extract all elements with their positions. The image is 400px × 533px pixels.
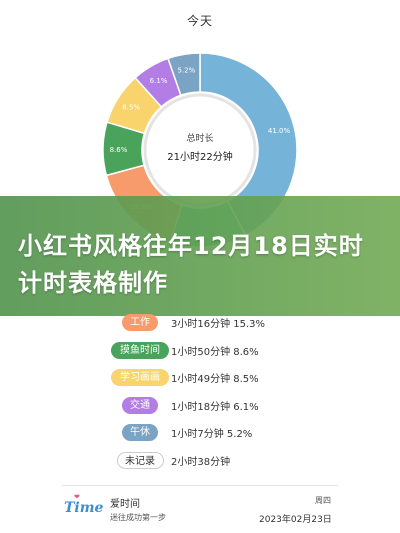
legend-row[interactable]: 交通 1小时18分钟 6.1% [0,396,400,417]
slice-percent-label: 5.2% [177,67,195,75]
legend-tag[interactable]: 工作 [122,314,158,331]
app-slogan: 迷往成功第一步 [110,513,166,522]
legend-duration: 1小时7分钟 5.2% [171,429,253,440]
slice-percent-label: 6.1% [150,77,168,85]
legend-row[interactable]: 工作 3小时16分钟 15.3% [0,314,400,334]
legend-tag[interactable]: 交通 [122,396,158,414]
legend-duration: 2小时38分钟 [171,456,231,468]
slice-percent-label: 8.5% [122,103,140,111]
slice-percent-label: 41.0% [268,127,291,135]
legend-tag[interactable]: 午休 [122,424,158,441]
overlay-title: 小红书风格往年12月18日实时计时表格制作 [18,232,364,297]
legend-duration: 1小时18分钟 6.1% [171,401,259,413]
footer-weekday: 周四 [315,496,331,505]
total-duration-label: 总时长 [186,134,214,144]
app-logo: Time [64,500,104,516]
heart-icon: ❤ [74,493,80,501]
legend-row[interactable]: 午休 1小时7分钟 5.2% [0,424,400,444]
legend-tag[interactable]: 学习画画 [111,369,169,386]
legend-tag[interactable]: 未记录 [116,451,164,469]
legend-row[interactable]: 未记录 2小时38分钟 [0,451,400,472]
legend-duration: 1小时49分钟 8.5% [171,374,259,385]
day-title: 今天 [186,14,213,28]
slice-percent-label: 8.6% [110,146,128,154]
legend-tag[interactable]: 摸鱼时间 [111,341,169,359]
legend-duration: 3小时16分钟 15.3% [171,319,266,330]
legend-row[interactable]: 摸鱼时间 1小时50分钟 8.6% [0,341,400,362]
app-name: 爱时间 [110,499,140,510]
total-duration-value: 21小时22分钟 [167,152,233,163]
legend-row[interactable]: 学习画画 1小时49分钟 8.5% [0,369,400,389]
footer-date: 2023年02月23日 [259,515,332,525]
legend-duration: 1小时50分钟 8.6% [171,346,259,358]
donut-slice[interactable] [167,52,201,97]
title-overlay-banner [0,196,400,316]
footer-divider [62,485,338,486]
